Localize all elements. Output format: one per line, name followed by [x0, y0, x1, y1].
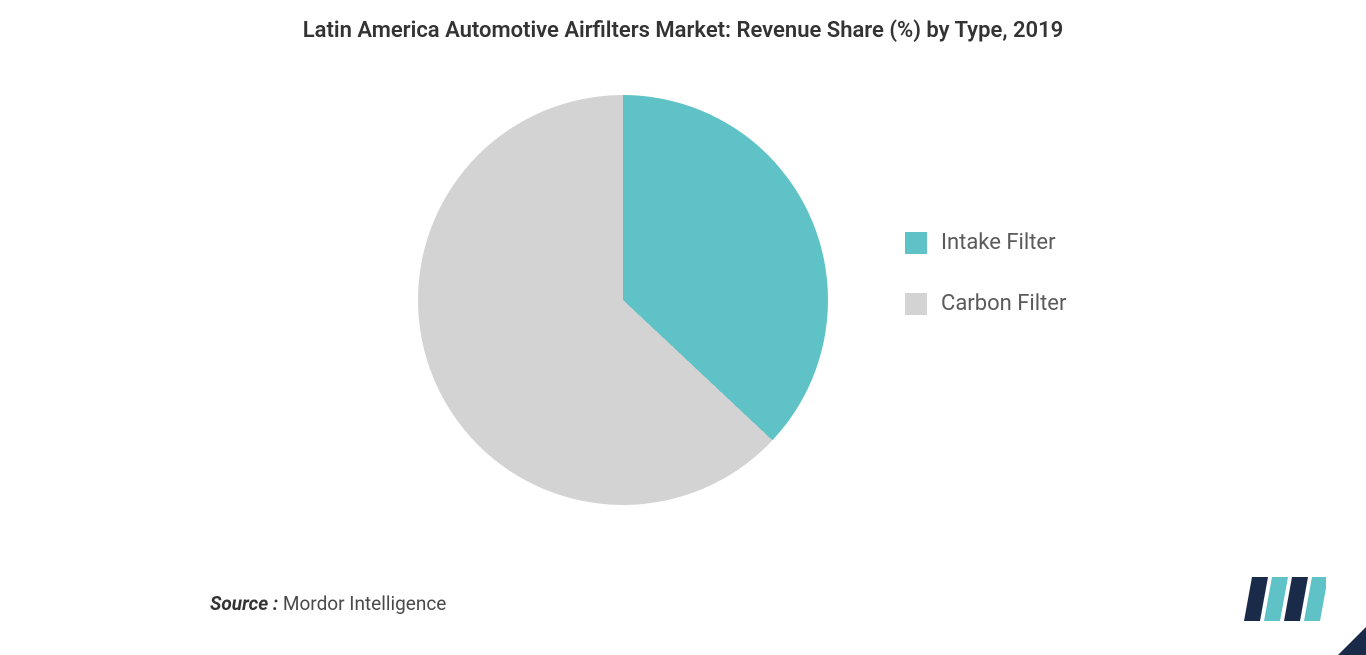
- legend-item-carbon: Carbon Filter: [905, 291, 1066, 316]
- legend: Intake Filter Carbon Filter: [905, 230, 1066, 316]
- source-label: Source :: [210, 592, 278, 615]
- source-value: Mordor Intelligence: [278, 592, 446, 615]
- legend-label-intake: Intake Filter: [941, 230, 1056, 255]
- legend-swatch-carbon: [905, 293, 927, 315]
- legend-swatch-intake: [905, 232, 927, 254]
- chart-area: [0, 60, 1366, 540]
- legend-label-carbon: Carbon Filter: [941, 291, 1066, 316]
- chart-title: Latin America Automotive Airfilters Mark…: [0, 0, 1366, 43]
- corner-accent: [1338, 627, 1366, 655]
- source-attribution: Source : Mordor Intelligence: [210, 592, 446, 615]
- pie-container: [418, 95, 828, 505]
- legend-item-intake: Intake Filter: [905, 230, 1066, 255]
- brand-logo: [1242, 573, 1326, 627]
- pie-chart: [418, 95, 828, 505]
